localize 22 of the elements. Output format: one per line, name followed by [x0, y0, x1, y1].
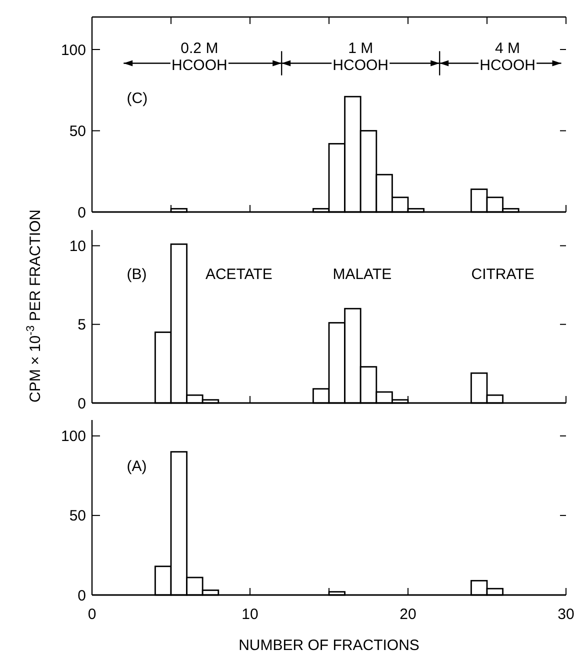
- annotation: (A): [126, 458, 147, 475]
- x-tick-label: 30: [558, 606, 574, 623]
- y-tick-label: 5: [78, 316, 86, 334]
- y-tick-label: 0: [78, 587, 86, 604]
- annotation: MALATE: [332, 266, 392, 283]
- y-tick-label: 50: [69, 508, 86, 525]
- y-tick-label: 0: [78, 204, 86, 222]
- y-tick-label: 50: [69, 123, 86, 140]
- annotation: (B): [126, 266, 147, 283]
- annotation: (C): [126, 90, 148, 108]
- y-tick-label: 100: [60, 42, 86, 59]
- x-tick-label: 10: [242, 606, 258, 623]
- y-tick-label: 0: [78, 395, 86, 412]
- y-tick-label: 10: [69, 238, 86, 255]
- x-axis-title: NUMBER OF FRACTIONS: [238, 637, 420, 654]
- x-tick-label: 20: [400, 606, 416, 623]
- annotation: ACETATE: [205, 266, 272, 283]
- annotation: 0.2 M HCOOH: [172, 40, 228, 74]
- annotation: 4 M HCOOH: [480, 40, 536, 74]
- annotation: 1 M HCOOH: [332, 40, 389, 74]
- annotation: CITRATE: [471, 266, 534, 283]
- y-tick-label: 100: [60, 428, 86, 446]
